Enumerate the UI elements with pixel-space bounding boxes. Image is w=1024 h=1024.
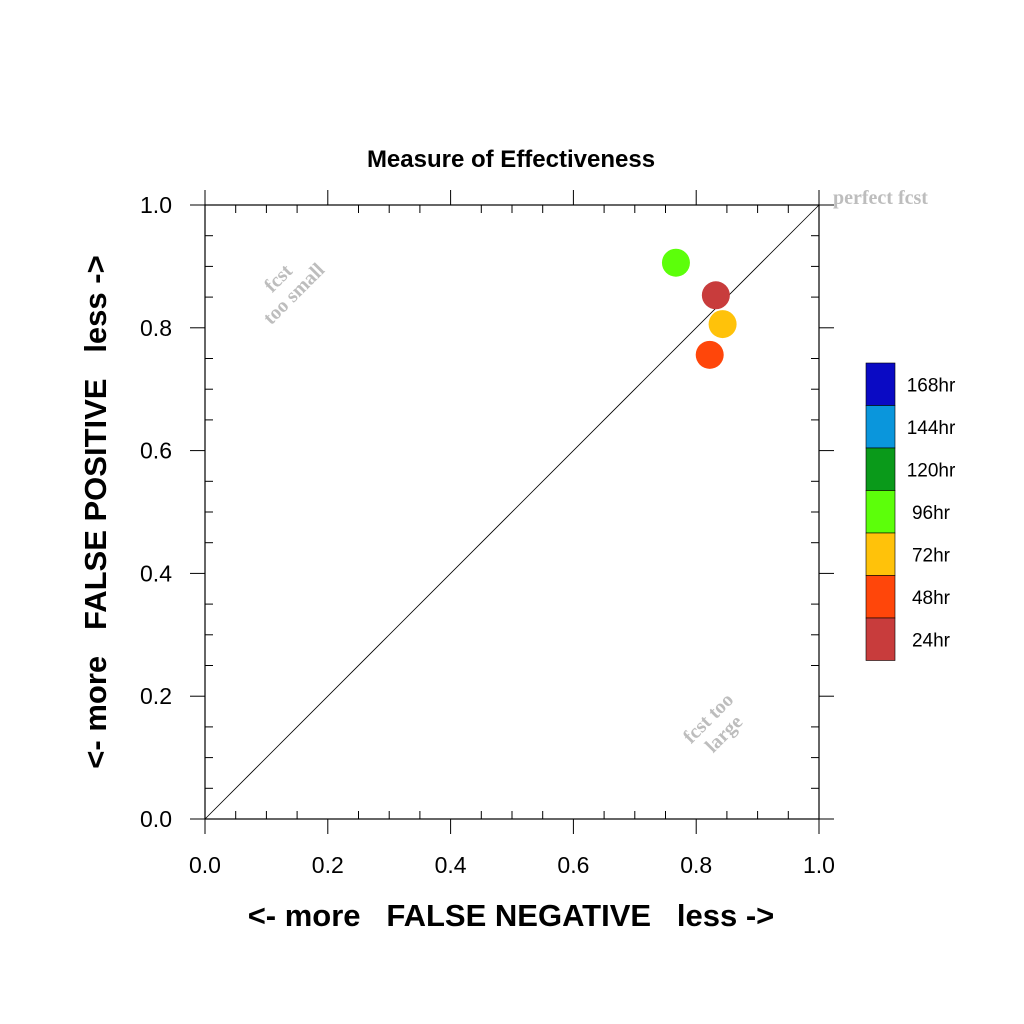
y-tick-label: 0.4 xyxy=(140,560,172,586)
point-72hr xyxy=(708,310,737,339)
y-tick-label: 1.0 xyxy=(140,192,172,218)
legend-label-120hr: 120hr xyxy=(907,460,956,481)
point-96hr xyxy=(661,248,690,277)
x-axis-title: <- more FALSE NEGATIVE less -> xyxy=(248,898,775,933)
legend-label-144hr: 144hr xyxy=(907,418,956,439)
data-points xyxy=(661,248,737,369)
x-tick-label: 0.2 xyxy=(312,852,344,878)
legend-label-168hr: 168hr xyxy=(907,375,956,396)
point-48hr xyxy=(695,340,724,369)
legend-swatch-48hr xyxy=(865,575,896,619)
legend-swatch-24hr xyxy=(865,617,896,661)
legend-swatch-96hr xyxy=(865,490,896,534)
chart-title: Measure of Effectiveness xyxy=(367,146,655,173)
x-tick-label: 0.4 xyxy=(435,852,467,878)
legend-swatch-168hr xyxy=(865,362,896,406)
perfect-forecast-annotation: perfect fcst xyxy=(833,187,928,209)
legend-swatch-72hr xyxy=(865,532,896,576)
y-tick-label: 0.8 xyxy=(140,315,172,341)
y-axis-title: <- more FALSE POSITIVE less -> xyxy=(78,255,113,768)
x-tick-label: 0.8 xyxy=(680,852,712,878)
plot-frame xyxy=(204,204,820,820)
y-tick-label: 0.2 xyxy=(140,683,172,709)
legend: 168hr 144hr 120hr 96hr 72hr 48hr 24hr xyxy=(865,362,956,661)
legend-swatch-144hr xyxy=(865,405,896,449)
legend-label-48hr: 48hr xyxy=(912,588,951,609)
x-tick-label: 0.6 xyxy=(557,852,589,878)
tick-labels: 0.0 0.2 0.4 0.6 0.8 1.0 0.0 0.2 0.4 0.6 0.8 1.0 xyxy=(140,192,835,878)
too-large-annotation: fcst too large xyxy=(679,689,747,757)
legend-label-96hr: 96hr xyxy=(912,503,951,524)
x-tick-label: 0.0 xyxy=(189,852,221,878)
legend-label-72hr: 72hr xyxy=(912,545,951,566)
y-tick-label: 0.0 xyxy=(140,806,172,832)
too-small-annotation: fcst too small xyxy=(259,259,329,329)
point-24hr xyxy=(701,281,730,310)
legend-label-24hr: 24hr xyxy=(912,630,951,651)
too-small-line2: too small xyxy=(259,259,329,329)
axis-ticks xyxy=(190,190,834,834)
legend-swatch-120hr xyxy=(865,447,896,491)
y-tick-label: 0.6 xyxy=(140,438,172,464)
x-tick-label: 1.0 xyxy=(803,852,835,878)
